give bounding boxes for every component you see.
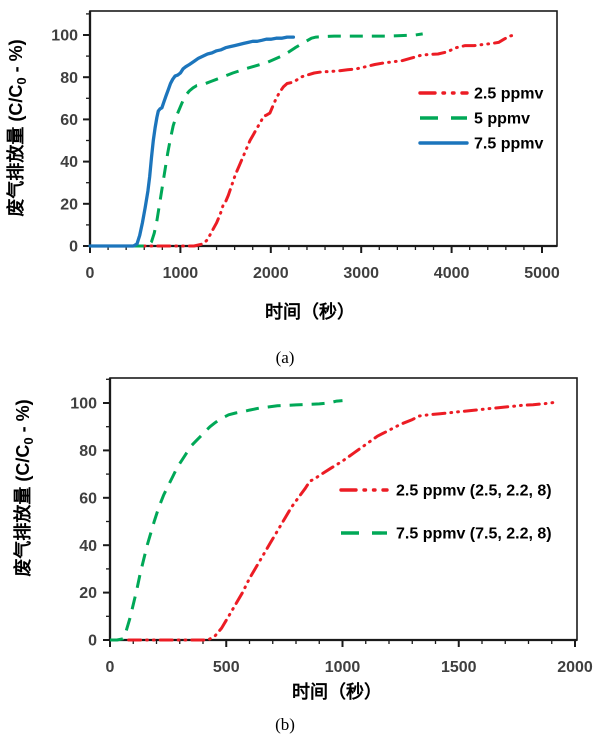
y-tick-label: 20 bbox=[60, 196, 78, 213]
series-line-7.5-ppmv bbox=[88, 35, 296, 248]
y-tick-label: 0 bbox=[69, 239, 78, 256]
series-line-2.5-ppmv bbox=[124, 33, 517, 248]
y-tick-label: 60 bbox=[60, 112, 78, 129]
plot-border bbox=[109, 377, 578, 641]
y-tick-label: 0 bbox=[88, 633, 97, 650]
x-tick-label: 3000 bbox=[343, 265, 379, 282]
chart-b-figure: 0 500 1000 1500 2000 0 20 40 60 80 100 时间（秒） 废气排放量 (… bbox=[0, 368, 600, 736]
chart-a-figure: 0 1000 2000 3000 4000 5000 0 20 40 60 80 100 时间（秒） 废气… bbox=[5, 10, 560, 367]
y-tick-label: 80 bbox=[60, 70, 78, 87]
x-tick-label: 500 bbox=[213, 659, 240, 676]
legend-label: 7.5 ppmv (7.5, 2.2, 8) bbox=[396, 526, 552, 543]
chart-a-caption: (a) bbox=[275, 348, 295, 367]
series-line-5-ppmv bbox=[130, 32, 423, 248]
x-axis-label: 时间（秒） bbox=[292, 681, 382, 702]
y-axis-label: 废气排放量 (C/C0 - %) bbox=[12, 399, 36, 576]
legend-label: 5 ppmv bbox=[474, 111, 530, 128]
x-axis-label: 时间（秒） bbox=[265, 301, 355, 322]
x-tick-label: 2000 bbox=[253, 265, 289, 282]
y-tick-label: 40 bbox=[79, 538, 97, 555]
series-line-7.5-ppmv-7.5-2.2-8- bbox=[110, 399, 343, 642]
plot-border bbox=[89, 10, 558, 247]
y-axis-label: 废气排放量 (C/C0 - %) bbox=[5, 39, 29, 216]
series-line-2.5-ppmv-2.5-2.2-8- bbox=[127, 401, 556, 642]
y-tick-label: 100 bbox=[70, 396, 97, 413]
x-tick-label: 0 bbox=[86, 265, 95, 282]
x-tick-label: 1000 bbox=[163, 265, 199, 282]
x-tick-label: 2000 bbox=[557, 659, 593, 676]
x-tick-label: 1500 bbox=[441, 659, 477, 676]
x-tick-label: 5000 bbox=[524, 265, 560, 282]
legend-label: 7.5 ppmv bbox=[474, 136, 543, 153]
y-tick-label: 40 bbox=[60, 154, 78, 171]
x-tick-label: 0 bbox=[106, 659, 115, 676]
legend-label: 2.5 ppmv bbox=[474, 86, 543, 103]
x-tick-label: 4000 bbox=[434, 265, 470, 282]
chart-a-canvas: 0 1000 2000 3000 4000 5000 0 20 40 60 80 100 时间（秒） 废气… bbox=[5, 10, 560, 322]
y-tick-label: 80 bbox=[79, 443, 97, 460]
chart-b-caption: (b) bbox=[275, 715, 295, 734]
y-tick-label: 20 bbox=[79, 585, 97, 602]
y-tick-label: 60 bbox=[79, 490, 97, 507]
legend-label: 2.5 ppmv (2.5, 2.2, 8) bbox=[396, 483, 552, 500]
chart-b-canvas: 0 500 1000 1500 2000 0 20 40 60 80 100 时间（秒） 废气排放量 (… bbox=[12, 377, 593, 702]
y-tick-label: 100 bbox=[51, 28, 78, 45]
x-tick-label: 1000 bbox=[325, 659, 361, 676]
